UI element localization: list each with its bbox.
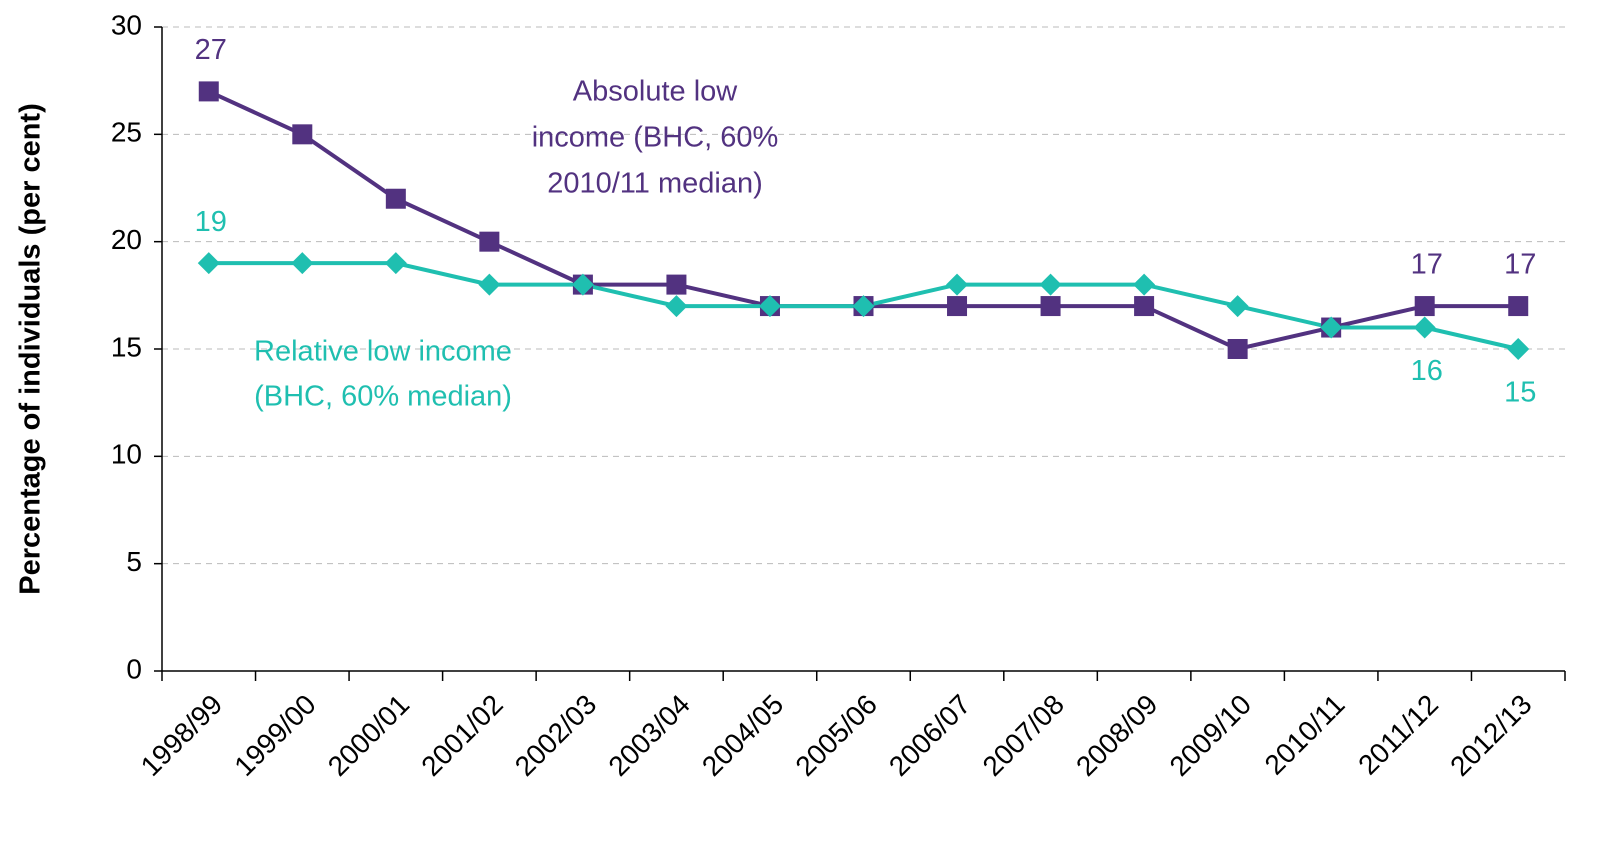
series-annotation: Absolute low: [573, 76, 738, 108]
y-tick-label: 5: [126, 546, 142, 577]
x-tick-label: 2009/10: [1164, 689, 1257, 782]
marker: [1414, 296, 1435, 317]
x-tick-label: 2002/03: [509, 689, 602, 782]
marker: [665, 295, 688, 318]
x-tick-label: 2004/05: [696, 689, 789, 782]
marker: [479, 231, 500, 252]
marker: [198, 81, 219, 102]
x-tick-label: 2000/01: [322, 689, 415, 782]
y-tick-label: 25: [111, 117, 142, 148]
marker: [852, 295, 875, 318]
marker: [291, 252, 314, 275]
marker: [1134, 296, 1155, 317]
series-annotation: 2010/11 median): [547, 168, 763, 200]
y-tick-label: 20: [111, 224, 142, 255]
marker: [1040, 296, 1061, 317]
marker: [1226, 295, 1249, 318]
x-tick-label: 2005/06: [789, 689, 882, 782]
y-tick-label: 0: [126, 653, 142, 684]
y-axis-label: Percentage of individuals (per cent): [15, 103, 47, 595]
marker: [292, 124, 313, 145]
y-tick-label: 15: [111, 331, 142, 362]
marker: [1320, 316, 1343, 339]
marker: [478, 273, 501, 296]
x-tick-label: 2007/08: [977, 689, 1070, 782]
series-annotation: income (BHC, 60%: [532, 122, 779, 154]
x-tick-label: 2011/12: [1352, 689, 1444, 781]
x-tick-label: 2001/02: [415, 689, 508, 782]
marker: [1133, 273, 1156, 296]
marker: [1507, 338, 1530, 360]
data-label: 16: [1411, 355, 1443, 387]
x-tick-label: 2008/09: [1070, 689, 1163, 782]
x-tick-label: 1999/00: [228, 689, 321, 782]
y-tick-label: 30: [111, 9, 142, 40]
marker: [385, 188, 406, 209]
x-tick-label: 2006/07: [883, 689, 976, 782]
data-label: 17: [1411, 249, 1443, 281]
series-annotation: Relative low income: [254, 336, 512, 368]
x-tick-label: 2003/04: [602, 689, 695, 782]
marker: [947, 296, 968, 317]
data-label: 15: [1504, 377, 1536, 409]
marker: [666, 274, 687, 295]
marker: [384, 252, 407, 275]
marker: [946, 273, 969, 296]
marker: [1039, 273, 1062, 296]
marker: [197, 252, 220, 275]
marker: [758, 295, 781, 318]
x-tick-label: 2012/13: [1444, 689, 1537, 782]
data-label: 27: [195, 34, 227, 66]
x-tick-label: 1998/99: [135, 689, 228, 782]
marker: [1413, 316, 1436, 339]
series-annotation: (BHC, 60% median): [254, 381, 512, 413]
marker: [1227, 339, 1248, 359]
marker: [1508, 296, 1529, 317]
data-label: 17: [1504, 249, 1536, 281]
x-tick-label: 2010/11: [1259, 689, 1351, 781]
data-label: 19: [195, 206, 227, 238]
marker: [571, 273, 594, 296]
y-tick-label: 10: [111, 439, 142, 470]
